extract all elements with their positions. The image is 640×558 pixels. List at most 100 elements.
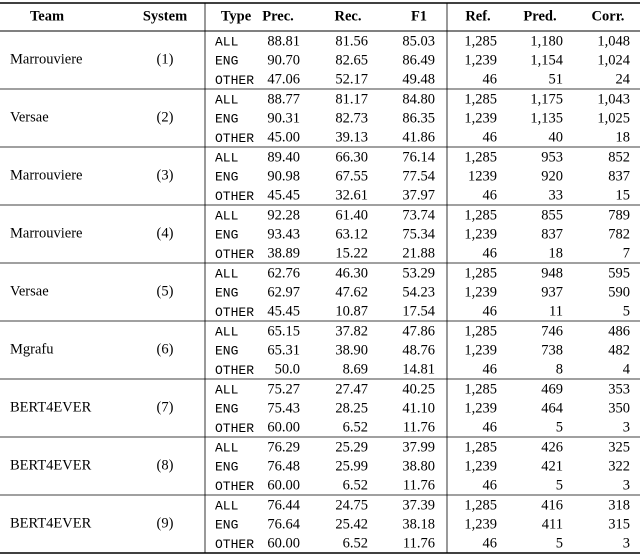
value-cell: 63.12	[335, 227, 368, 243]
type-cell: OTHER	[215, 189, 254, 204]
value-cell: 38.80	[402, 459, 435, 475]
value-cell: 51	[549, 72, 564, 88]
type-cell: ALL	[215, 324, 238, 339]
value-cell: 325	[608, 439, 630, 455]
value-cell: 52.17	[335, 72, 368, 88]
value-cell: 5	[556, 478, 563, 494]
value-cell: 14.81	[402, 362, 435, 378]
value-cell: 6.52	[343, 420, 368, 436]
value-cell: 738	[541, 343, 563, 359]
value-cell: 65.15	[267, 323, 300, 339]
value-cell: 45.00	[267, 130, 300, 146]
value-cell: 60.00	[267, 536, 300, 552]
value-cell: 24	[616, 72, 631, 88]
value-cell: 322	[608, 459, 630, 475]
value-cell: 37.97	[402, 188, 435, 204]
value-cell: 469	[541, 381, 563, 397]
value-cell: 6.52	[343, 536, 368, 552]
type-cell: ENG	[215, 518, 238, 533]
value-cell: 86.35	[402, 111, 435, 127]
type-cell: OTHER	[215, 305, 254, 320]
value-cell: 3	[623, 536, 630, 552]
value-cell: 66.30	[335, 149, 368, 165]
value-cell: 40.25	[402, 381, 435, 397]
type-cell: ENG	[215, 344, 238, 359]
value-cell: 84.80	[402, 91, 435, 107]
system-id: (3)	[157, 167, 174, 183]
value-cell: 4	[623, 362, 631, 378]
team-name: BERT4EVER	[10, 515, 92, 531]
value-cell: 937	[541, 285, 563, 301]
value-cell: 65.31	[267, 343, 300, 359]
value-cell: 81.56	[335, 33, 368, 49]
value-cell: 75.27	[267, 381, 300, 397]
column-header: Team	[30, 8, 64, 24]
value-cell: 1,285	[464, 149, 497, 165]
value-cell: 25.42	[335, 517, 368, 533]
value-cell: 1,239	[464, 401, 497, 417]
type-cell: ENG	[215, 402, 238, 417]
value-cell: 8.69	[343, 362, 368, 378]
column-header: System	[143, 8, 187, 24]
value-cell: 1,285	[464, 381, 497, 397]
value-cell: 48.76	[402, 343, 435, 359]
value-cell: 50.0	[275, 362, 300, 378]
type-cell: ALL	[215, 150, 238, 165]
value-cell: 46	[483, 420, 498, 436]
value-cell: 77.54	[402, 169, 435, 185]
value-cell: 38.89	[267, 246, 300, 262]
column-header: Rec.	[335, 8, 362, 24]
system-id: (6)	[157, 341, 174, 357]
value-cell: 1,285	[464, 497, 497, 513]
value-cell: 837	[608, 169, 630, 185]
value-cell: 46	[483, 536, 498, 552]
value-cell: 855	[541, 207, 563, 223]
value-cell: 37.39	[402, 497, 435, 513]
value-cell: 90.98	[267, 169, 300, 185]
value-cell: 33	[549, 188, 564, 204]
value-cell: 82.65	[335, 53, 368, 69]
value-cell: 1,285	[464, 439, 497, 455]
value-cell: 45.45	[267, 188, 300, 204]
type-cell: OTHER	[215, 73, 254, 88]
team-name: BERT4EVER	[10, 457, 92, 473]
value-cell: 421	[541, 459, 563, 475]
type-cell: ENG	[215, 170, 238, 185]
column-header: Pred.	[523, 8, 556, 24]
team-name: Mgrafu	[10, 341, 54, 357]
value-cell: 61.40	[335, 207, 368, 223]
team-name: Versae	[10, 283, 49, 299]
type-cell: ENG	[215, 228, 238, 243]
type-cell: ALL	[215, 208, 238, 223]
type-cell: OTHER	[215, 247, 254, 262]
value-cell: 75.43	[267, 401, 300, 417]
value-cell: 17.54	[402, 304, 435, 320]
value-cell: 595	[608, 265, 630, 281]
value-cell: 25.99	[335, 459, 368, 475]
value-cell: 464	[541, 401, 564, 417]
value-cell: 3	[623, 420, 630, 436]
value-cell: 47.62	[335, 285, 368, 301]
value-cell: 948	[541, 265, 563, 281]
type-cell: OTHER	[215, 537, 254, 552]
column-header: Prec.	[262, 8, 294, 24]
type-cell: OTHER	[215, 421, 254, 436]
value-cell: 1,285	[464, 207, 497, 223]
value-cell: 1,135	[530, 111, 563, 127]
value-cell: 1,239	[464, 111, 497, 127]
value-cell: 45.45	[267, 304, 300, 320]
type-cell: ENG	[215, 54, 238, 69]
value-cell: 11	[549, 304, 563, 320]
value-cell: 37.99	[402, 439, 435, 455]
value-cell: 6.52	[343, 478, 368, 494]
column-header: F1	[411, 8, 427, 24]
value-cell: 53.29	[402, 265, 435, 281]
value-cell: 60.00	[267, 478, 300, 494]
system-id: (2)	[157, 109, 174, 125]
system-id: (7)	[157, 399, 174, 415]
value-cell: 3	[623, 478, 630, 494]
value-cell: 75.34	[402, 227, 435, 243]
value-cell: 1,239	[464, 517, 497, 533]
